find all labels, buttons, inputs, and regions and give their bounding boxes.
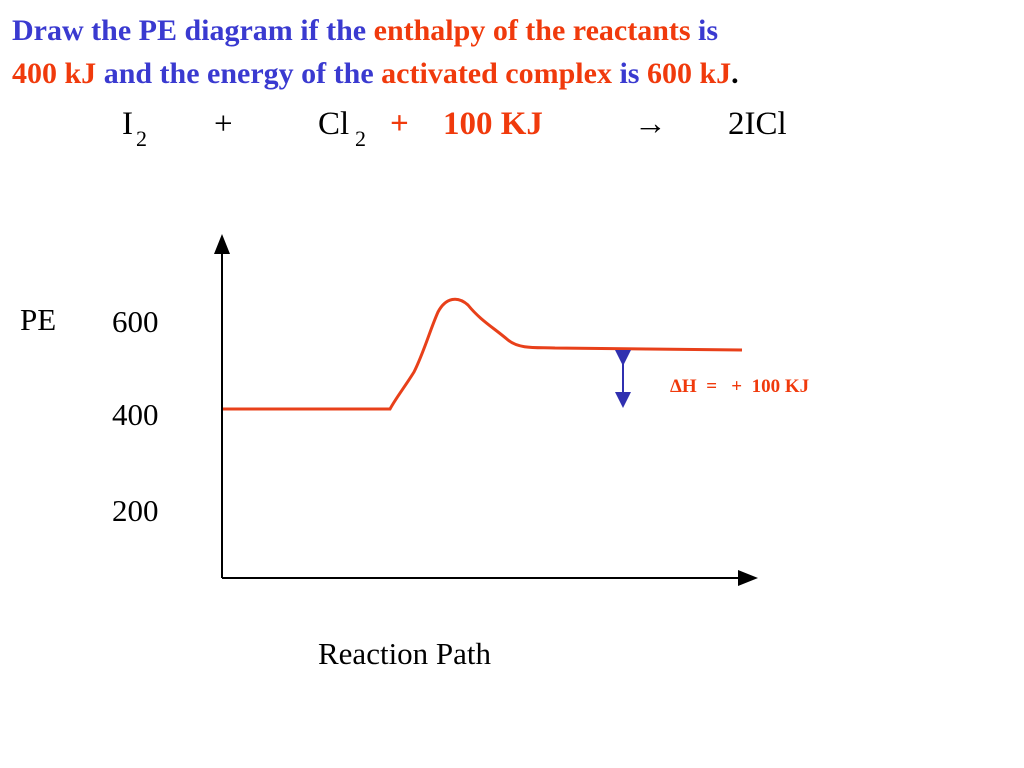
equation-operator: +: [214, 106, 233, 142]
question-segment: and the energy of the: [96, 57, 382, 90]
question-segment: 400 kJ: [12, 57, 97, 90]
equation-operator: +: [390, 106, 409, 142]
equation-term: 2ICl: [728, 106, 787, 142]
y-axis-label: PE: [20, 302, 56, 337]
question-segment: activated complex: [381, 57, 612, 90]
equation-subscript: 2: [136, 126, 147, 151]
y-tick-label: 600: [112, 304, 159, 339]
question-line: Draw the PE diagram if the enthalpy of t…: [12, 16, 718, 46]
question-segment: enthalpy of the reactants: [373, 14, 691, 47]
energy-curve: [223, 297, 743, 411]
equation-arrow: →: [634, 106, 667, 142]
question-segment: Draw the PE diagram if the: [12, 14, 374, 47]
question-segment: is: [690, 14, 719, 47]
equation-energy: 100 KJ: [443, 106, 543, 142]
x-axis-label: Reaction Path: [318, 636, 492, 671]
y-tick-label: 200: [112, 493, 159, 528]
equation-subscript: 2: [355, 126, 366, 151]
y-tick-label: 400: [112, 397, 159, 432]
question-segment: is: [611, 57, 647, 90]
equation-term: I: [122, 106, 133, 142]
question-line: 400 kJ and the energy of the activated c…: [12, 59, 739, 89]
equation-term: Cl: [318, 106, 350, 142]
question-segment: .: [731, 57, 739, 90]
question-segment: 600 kJ: [646, 57, 732, 90]
delta-h-label: ΔH = + 100 KJ: [670, 376, 809, 397]
